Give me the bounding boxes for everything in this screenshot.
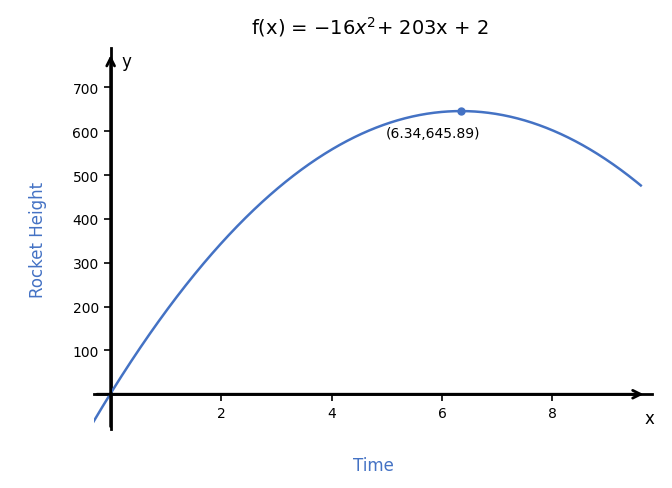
Text: Rocket Height: Rocket Height (30, 181, 47, 297)
Text: y: y (121, 53, 131, 71)
Text: (6.34,645.89): (6.34,645.89) (386, 127, 480, 141)
Text: Time: Time (353, 456, 393, 474)
Text: x: x (644, 409, 654, 427)
Text: f(x) = $-16x^2$+ 203x + 2: f(x) = $-16x^2$+ 203x + 2 (251, 15, 489, 39)
